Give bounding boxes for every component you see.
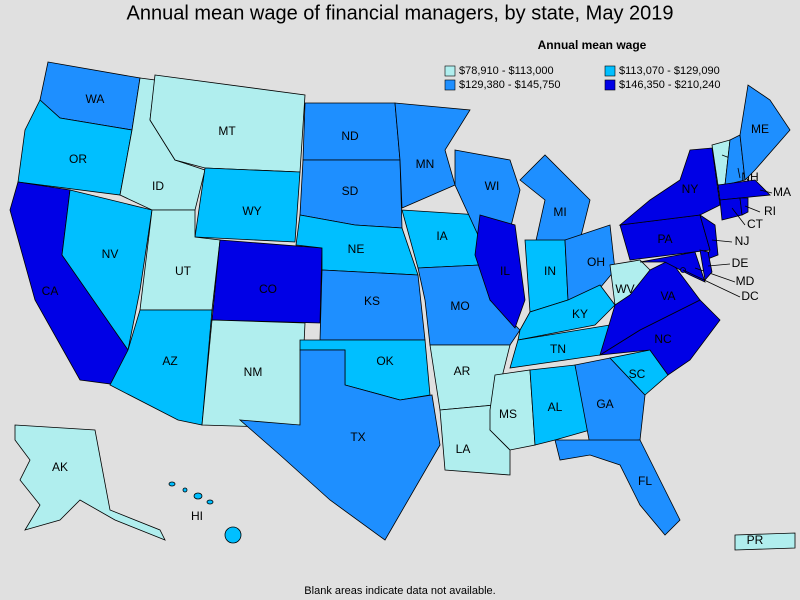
state-label: MO bbox=[450, 299, 469, 313]
state-label: IL bbox=[500, 264, 510, 278]
state-label: PR bbox=[747, 533, 764, 547]
state-label: TN bbox=[550, 342, 566, 356]
state bbox=[564, 224, 616, 301]
state bbox=[14, 424, 166, 541]
legend-label: $129,380 - $145,750 bbox=[459, 79, 561, 91]
state-label: MD bbox=[736, 274, 755, 288]
state-label: CA bbox=[42, 284, 59, 298]
map-title: Annual mean wage of financial managers, … bbox=[127, 2, 674, 24]
state bbox=[211, 239, 323, 324]
state bbox=[717, 179, 771, 201]
state-label: AL bbox=[548, 400, 563, 414]
state bbox=[517, 284, 616, 341]
leader-line bbox=[694, 267, 736, 283]
state-label: DE bbox=[732, 256, 749, 270]
state-label: MA bbox=[773, 185, 791, 199]
state bbox=[206, 499, 214, 505]
state-label: AK bbox=[52, 460, 68, 474]
state-label: ND bbox=[341, 129, 359, 143]
state-label: TX bbox=[350, 430, 365, 444]
state-label: MI bbox=[553, 205, 566, 219]
leader-line bbox=[682, 269, 741, 298]
legend: $78,910 - $113,000 $113,070 - $129,090 $12… bbox=[444, 65, 721, 91]
state bbox=[609, 259, 651, 306]
state-label: WI bbox=[485, 179, 500, 193]
state-label: ID bbox=[152, 179, 164, 193]
state-label: WY bbox=[242, 204, 261, 218]
legend-title: Annual mean wage bbox=[538, 38, 647, 52]
leader-line bbox=[759, 189, 773, 194]
state bbox=[739, 84, 791, 181]
state-label: AR bbox=[454, 364, 471, 378]
state-label: MS bbox=[499, 407, 517, 421]
state bbox=[574, 357, 646, 446]
state bbox=[224, 526, 242, 544]
state-label: IA bbox=[436, 229, 447, 243]
legend-label: $113,070 - $129,090 bbox=[619, 65, 720, 77]
state bbox=[699, 214, 719, 261]
state bbox=[699, 249, 713, 281]
state-label: OK bbox=[376, 354, 393, 368]
state-label: CO bbox=[259, 282, 277, 296]
leader-line bbox=[737, 167, 741, 179]
legend-swatch bbox=[444, 65, 456, 77]
leader-line bbox=[731, 207, 746, 226]
state-label: KS bbox=[364, 294, 380, 308]
state-label: OH bbox=[587, 255, 605, 269]
state-label: NV bbox=[102, 247, 119, 261]
state-label: OR bbox=[69, 152, 87, 166]
state-label: UT bbox=[175, 264, 192, 278]
footnote: Blank areas indicate data not available. bbox=[304, 585, 495, 597]
leader-line bbox=[711, 239, 733, 243]
state bbox=[61, 189, 153, 352]
state bbox=[109, 309, 213, 426]
state-label: NE bbox=[348, 242, 365, 256]
state bbox=[618, 147, 721, 226]
state-label: GA bbox=[596, 397, 613, 411]
state-label: VA bbox=[660, 289, 675, 303]
leader-line bbox=[744, 205, 761, 213]
legend-label: $78,910 - $113,000 bbox=[459, 65, 554, 77]
state bbox=[529, 364, 591, 446]
states: WA OR CA NV ID MT WY UT CO AZ NM ND SD NE KS OK TX MN IA MO… bbox=[9, 61, 796, 551]
state-label: ME bbox=[751, 122, 769, 136]
state-label: NC bbox=[654, 332, 672, 346]
state bbox=[193, 492, 203, 500]
state-label: LA bbox=[456, 442, 471, 456]
state-label: WA bbox=[86, 92, 105, 106]
state-label: MN bbox=[416, 157, 435, 171]
state bbox=[474, 214, 526, 329]
state-label: NY bbox=[682, 182, 699, 196]
state bbox=[194, 167, 301, 243]
state-label: KY bbox=[572, 307, 588, 321]
state-label: CT bbox=[747, 217, 764, 231]
state-label: DC bbox=[741, 289, 759, 303]
state-label: IN bbox=[544, 264, 556, 278]
state-label: NM bbox=[244, 365, 263, 379]
state-label: RI bbox=[764, 204, 776, 218]
state-label: HI bbox=[191, 509, 203, 523]
leader-line bbox=[707, 263, 731, 267]
state-label: PA bbox=[657, 232, 672, 246]
state-label: MT bbox=[218, 124, 236, 138]
state-label: NJ bbox=[735, 234, 750, 248]
state bbox=[554, 439, 681, 536]
state bbox=[734, 532, 796, 551]
legend-swatch bbox=[444, 79, 456, 91]
legend-swatch bbox=[604, 65, 616, 77]
legend-swatch bbox=[604, 79, 616, 91]
state-label: SC bbox=[629, 367, 646, 381]
legend-label: $146,350 - $210,240 bbox=[619, 79, 721, 91]
state-label: SD bbox=[342, 184, 359, 198]
state bbox=[182, 487, 188, 493]
state bbox=[739, 197, 749, 216]
state-label: FL bbox=[638, 474, 652, 488]
state bbox=[639, 251, 706, 283]
state-label: WV bbox=[615, 282, 634, 296]
state bbox=[238, 349, 441, 541]
state-label: AZ bbox=[162, 354, 177, 368]
state bbox=[168, 481, 176, 487]
